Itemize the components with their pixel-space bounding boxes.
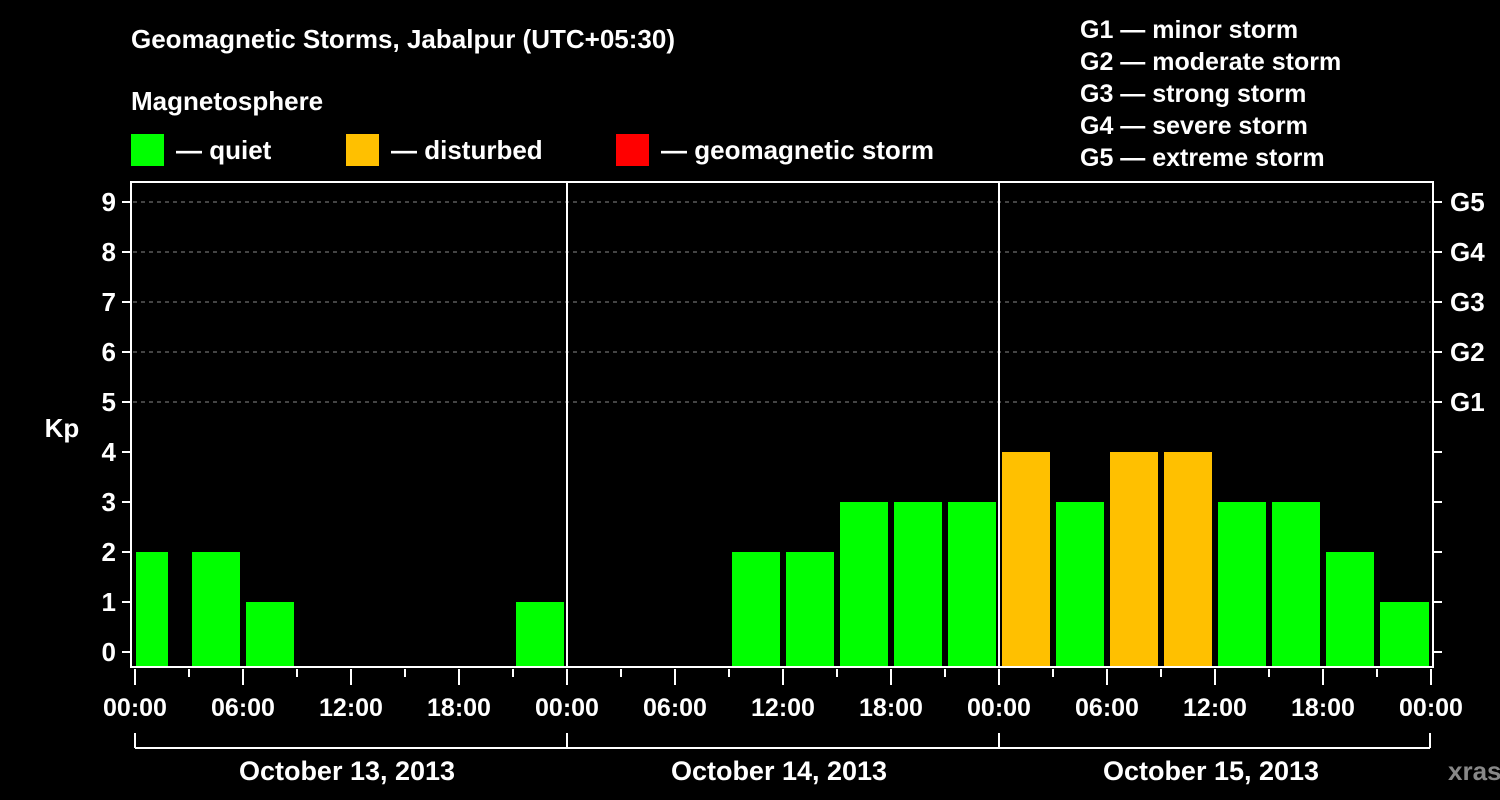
x-tick-label: 00:00 <box>967 694 1031 722</box>
kp-bar <box>136 552 168 667</box>
legend-label-storm: — geomagnetic storm <box>661 134 935 165</box>
watermark: xras.ru <box>1448 756 1500 786</box>
gridlines <box>133 182 1431 667</box>
g-scale-label: G4 <box>1450 237 1485 267</box>
legend-item-disturbed: — disturbed <box>346 134 543 166</box>
storm-swatch <box>616 134 649 166</box>
storm-scale-g5: G5 — extreme storm <box>1080 144 1325 172</box>
kp-bar <box>786 552 834 667</box>
g-scale-label: G1 <box>1450 387 1485 417</box>
kp-bar <box>1164 452 1212 667</box>
kp-bar <box>732 552 780 667</box>
x-axis: 00:00 06:00 12:00 18:00 00:00 06:00 12:00 18:00… <box>103 669 1463 786</box>
date-label: October 13, 2013 <box>239 756 455 786</box>
kp-bar <box>894 502 942 667</box>
right-axis: G1 G2 G3 G4 G5 <box>1433 187 1485 653</box>
x-tick-label: 12:00 <box>1183 694 1247 722</box>
x-tick-label: 18:00 <box>1291 694 1355 722</box>
legend-heading: Magnetosphere <box>131 86 324 116</box>
x-tick-label: 06:00 <box>643 694 707 722</box>
y-tick-label: 5 <box>102 387 116 417</box>
x-tick-label: 12:00 <box>319 694 383 722</box>
storm-scale-g3: G3 — strong storm <box>1080 80 1307 108</box>
x-tick-label: 18:00 <box>859 694 923 722</box>
x-tick-label: 18:00 <box>427 694 491 722</box>
date-label: October 15, 2013 <box>1103 756 1319 786</box>
disturbed-swatch <box>346 134 379 166</box>
kp-bar <box>1056 502 1104 667</box>
y-tick-label: 6 <box>102 337 116 367</box>
kp-bar <box>1272 502 1320 667</box>
legend-item-quiet: — quiet <box>131 134 271 166</box>
kp-bar <box>1218 502 1266 667</box>
g-scale-label: G5 <box>1450 187 1485 217</box>
y-tick-label: 0 <box>102 637 116 667</box>
y-axis-label: Kp <box>45 413 80 443</box>
g-scale-label: G3 <box>1450 287 1485 317</box>
kp-bar <box>1110 452 1158 667</box>
bars <box>136 452 1429 667</box>
storm-scale-legend: G1 — minor storm G2 — moderate storm G3 … <box>1080 14 1341 174</box>
chart-title: Geomagnetic Storms, Jabalpur (UTC+05:30) <box>131 24 675 54</box>
y-tick-label: 1 <box>102 587 116 617</box>
y-axis: 0 1 2 3 4 5 6 7 8 9 <box>102 187 131 667</box>
y-tick-label: 4 <box>102 437 117 467</box>
x-tick-label: 00:00 <box>103 694 167 722</box>
x-tick-label: 12:00 <box>751 694 815 722</box>
g-scale-label: G2 <box>1450 337 1485 367</box>
y-tick-label: 9 <box>102 187 116 217</box>
kp-bar <box>246 602 294 667</box>
x-tick-label: 00:00 <box>1399 694 1463 722</box>
x-tick-label: 00:00 <box>535 694 599 722</box>
kp-bar <box>1002 452 1050 667</box>
x-tick-label: 06:00 <box>211 694 275 722</box>
y-tick-label: 7 <box>102 287 116 317</box>
legend-item-storm: — geomagnetic storm <box>616 134 934 166</box>
kp-bar <box>840 502 888 667</box>
x-tick-label: 06:00 <box>1075 694 1139 722</box>
date-label: October 14, 2013 <box>671 756 887 786</box>
storm-scale-g1: G1 — minor storm <box>1080 16 1299 44</box>
y-tick-label: 8 <box>102 237 116 267</box>
kp-bar <box>1416 602 1429 667</box>
plot-frame <box>130 181 1434 668</box>
kp-bar <box>948 502 996 667</box>
quiet-swatch <box>131 134 164 166</box>
legend-label-quiet: — quiet <box>176 134 272 165</box>
storm-scale-g2: G2 — moderate storm <box>1080 48 1342 76</box>
y-tick-label: 2 <box>102 537 116 567</box>
storm-scale-g4: G4 — severe storm <box>1080 112 1308 140</box>
kp-bar <box>516 602 564 667</box>
legend-label-disturbed: — disturbed <box>391 134 543 165</box>
y-tick-label: 3 <box>102 487 116 517</box>
kp-bar <box>192 552 240 667</box>
kp-bar <box>1326 552 1374 667</box>
